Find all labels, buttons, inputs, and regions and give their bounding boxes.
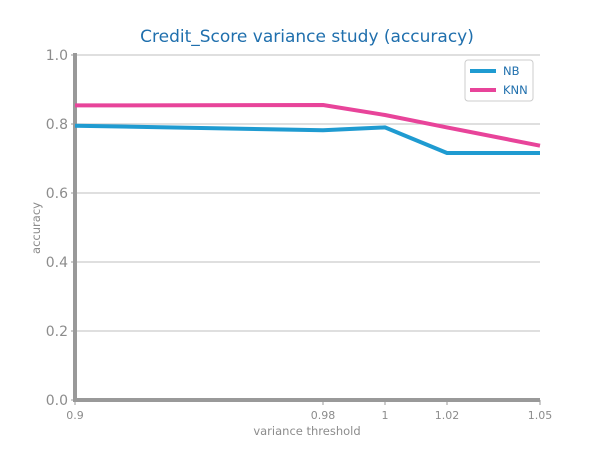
y-tick-label: 0.4 bbox=[46, 255, 68, 271]
legend-label: NB bbox=[503, 64, 520, 78]
axes bbox=[73, 53, 540, 402]
x-axis-label: variance threshold bbox=[253, 424, 360, 438]
grid-lines bbox=[71, 54, 540, 401]
y-tick-label: 0.8 bbox=[46, 117, 68, 133]
y-tick-label: 0.2 bbox=[46, 324, 68, 340]
series-line-knn bbox=[74, 103, 541, 148]
chart-title: Credit_Score variance study (accuracy) bbox=[140, 27, 474, 47]
x-tick-labels: 0.9 0.98 1 1.02 1.05 bbox=[66, 400, 552, 422]
x-tick-label: 1 bbox=[382, 409, 389, 422]
y-tick-labels: 0.0 0.2 0.4 0.6 0.8 1.0 bbox=[46, 48, 68, 409]
x-tick-label: 0.98 bbox=[311, 409, 336, 422]
legend-label: KNN bbox=[503, 83, 528, 97]
series-lines bbox=[74, 103, 541, 155]
series-line-nb bbox=[74, 123, 540, 155]
legend: NB KNN bbox=[464, 59, 534, 102]
y-tick-label: 0.0 bbox=[46, 393, 68, 409]
y-tick-label: 1.0 bbox=[46, 48, 68, 64]
y-axis-label: accuracy bbox=[29, 202, 43, 254]
x-tick-label: 1.05 bbox=[528, 409, 553, 422]
x-tick-label: 1.02 bbox=[435, 409, 460, 422]
y-tick-label: 0.6 bbox=[46, 186, 68, 202]
x-tick-label: 0.9 bbox=[66, 409, 84, 422]
